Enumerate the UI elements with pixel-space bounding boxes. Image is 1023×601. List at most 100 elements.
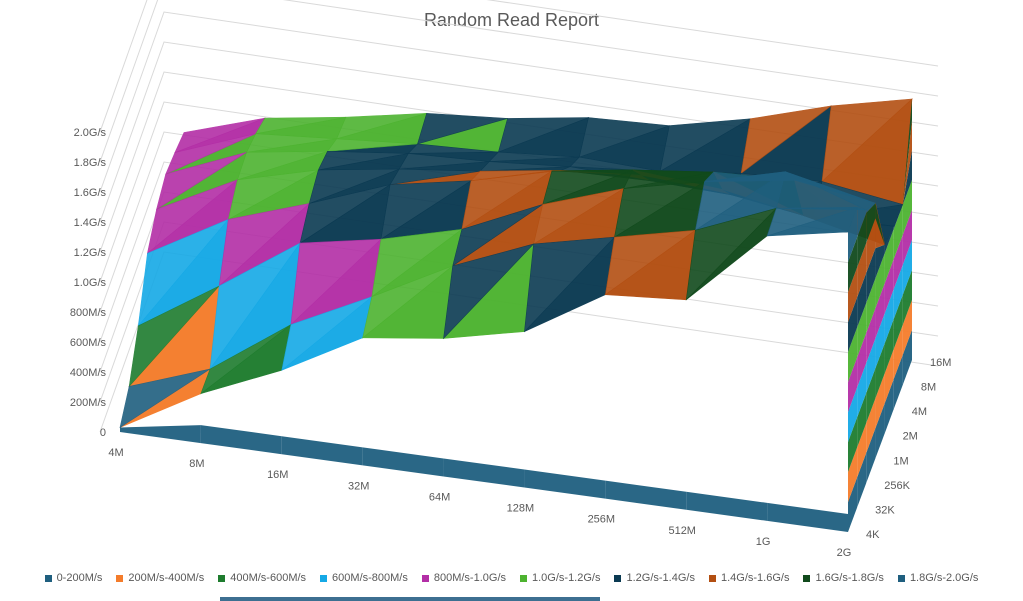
surface-front-edge bbox=[686, 491, 768, 521]
legend-label: 1.4G/s-1.6G/s bbox=[720, 572, 790, 584]
surface-side-band bbox=[866, 338, 876, 393]
surface-side-band bbox=[884, 229, 894, 284]
x-tick-label: 128M bbox=[507, 503, 535, 515]
surface-facet bbox=[569, 156, 661, 172]
legend-swatch bbox=[320, 574, 328, 582]
surface-facet bbox=[156, 151, 247, 210]
chart-title: Random Read Report bbox=[423, 10, 600, 30]
surface-side-band bbox=[848, 477, 858, 532]
surface-facet bbox=[479, 161, 571, 172]
surface-side-band bbox=[875, 283, 885, 339]
surface-facet bbox=[146, 179, 238, 255]
legend-swatch bbox=[520, 574, 527, 582]
x-tick-label: 1G bbox=[756, 536, 771, 548]
surface-facet bbox=[165, 133, 256, 175]
legend-label: 1.6G/s-1.8G/s bbox=[815, 572, 884, 584]
surface-front-edge bbox=[120, 425, 201, 444]
gridline bbox=[99, 41, 939, 223]
depth-tick-label: 32K bbox=[875, 504, 895, 516]
surface-side-band bbox=[848, 297, 858, 352]
surface-side-band bbox=[866, 218, 876, 273]
surface-side-band bbox=[875, 218, 885, 249]
surface-facet bbox=[200, 324, 292, 395]
surface-side-band bbox=[884, 289, 894, 344]
z-axis-labels: 0 200M/s 400M/s 600M/s 800M/s 1.0G/s 1.2G/s 1.4… bbox=[70, 127, 107, 439]
z-tick-label: 400M/s bbox=[70, 367, 107, 379]
z-tick-label: 600M/s bbox=[70, 337, 107, 349]
surface-front-edge bbox=[200, 425, 282, 455]
surface-facet bbox=[290, 238, 382, 326]
gridline bbox=[99, 0, 939, 163]
legend-swatch bbox=[421, 574, 429, 582]
surface-facet bbox=[443, 243, 535, 340]
surface-side-band bbox=[875, 403, 885, 459]
surface-side-band bbox=[866, 203, 876, 213]
surface-front-edge bbox=[281, 436, 363, 466]
surface-side-band bbox=[857, 302, 867, 358]
legend-swatch bbox=[44, 574, 52, 582]
x-tick-label: 8M bbox=[189, 458, 204, 470]
surface-side-band bbox=[884, 319, 894, 374]
surface-side-band bbox=[902, 240, 912, 295]
legend-item: 1.4G/s-1.6G/s bbox=[708, 572, 790, 584]
legend-swatch bbox=[803, 574, 811, 582]
surface-side-band bbox=[884, 226, 894, 254]
z-tick-label: 1.2G/s bbox=[74, 247, 107, 259]
legend-swatch bbox=[116, 574, 124, 582]
surface-side-band bbox=[875, 253, 885, 309]
depth-axis-labels: 4K 32K 256K 1M 2M 4M 8M 16M bbox=[866, 357, 951, 541]
surface-side-band bbox=[857, 422, 867, 478]
surface-side-band bbox=[884, 379, 894, 434]
surface-front-edge bbox=[443, 458, 525, 488]
depth-tick-label: 8M bbox=[921, 382, 936, 394]
surface-side-band bbox=[875, 313, 885, 369]
surface-facet bbox=[398, 153, 490, 170]
surface-side-band bbox=[875, 203, 885, 245]
surface-facet bbox=[326, 138, 418, 152]
x-axis-labels: 4M 8M 16M 32M 64M 128M 256M 512M 1G 2G bbox=[108, 447, 851, 559]
surface-facet bbox=[417, 113, 508, 145]
z-tick-label: 1.6G/s bbox=[74, 187, 107, 199]
surface-side-band bbox=[848, 237, 858, 292]
surface-side-band bbox=[857, 212, 867, 268]
depth-tick-label: 4M bbox=[912, 406, 927, 418]
surface-facet bbox=[694, 171, 786, 231]
surface-side-band bbox=[866, 248, 876, 303]
legend: 0-200M/s 200M/s-400M/s 400M/s-600M/s 600M/s… bbox=[0, 572, 1023, 584]
legend-label: 1.0G/s-1.2G/s bbox=[532, 572, 601, 584]
surface-facet bbox=[317, 151, 409, 171]
legend-item: 1.8G/s-2.0G/s bbox=[897, 572, 978, 584]
legend-swatch bbox=[897, 574, 905, 582]
surface-facet bbox=[407, 143, 499, 154]
surface-facet bbox=[524, 236, 616, 333]
surface-side-band bbox=[902, 210, 912, 265]
surface-front-edge bbox=[362, 447, 444, 477]
surface-facet bbox=[246, 133, 337, 153]
surface-side-band bbox=[893, 264, 903, 320]
surface-side-band bbox=[866, 308, 876, 363]
legend-label: 200M/s-400M/s bbox=[128, 572, 205, 584]
surface-side-band bbox=[902, 300, 912, 355]
surface-side-band bbox=[875, 373, 885, 429]
surface-side-band bbox=[857, 332, 867, 388]
depth-tick-label: 4K bbox=[866, 529, 880, 541]
surface-side-band bbox=[848, 207, 858, 262]
legend-label: 1.2G/s-1.4G/s bbox=[626, 572, 695, 584]
surface-facet bbox=[389, 168, 481, 186]
surface-side-band bbox=[902, 120, 912, 205]
surface-side-band bbox=[857, 392, 867, 448]
surface-front-edge bbox=[524, 469, 606, 499]
surface-facet bbox=[533, 188, 624, 245]
legend-swatch bbox=[708, 574, 716, 582]
gridline bbox=[99, 0, 939, 133]
legend-label: 600M/s-800M/s bbox=[332, 572, 408, 584]
z-tick-label: 200M/s bbox=[70, 397, 107, 409]
x-tick-label: 64M bbox=[429, 491, 450, 503]
gridline bbox=[99, 11, 939, 193]
surface-side-band bbox=[857, 272, 867, 328]
surface-facet bbox=[371, 228, 463, 298]
surface-side-band bbox=[902, 330, 912, 385]
surface-facet bbox=[299, 184, 391, 244]
legend-item: 1.6G/s-1.8G/s bbox=[803, 572, 884, 584]
